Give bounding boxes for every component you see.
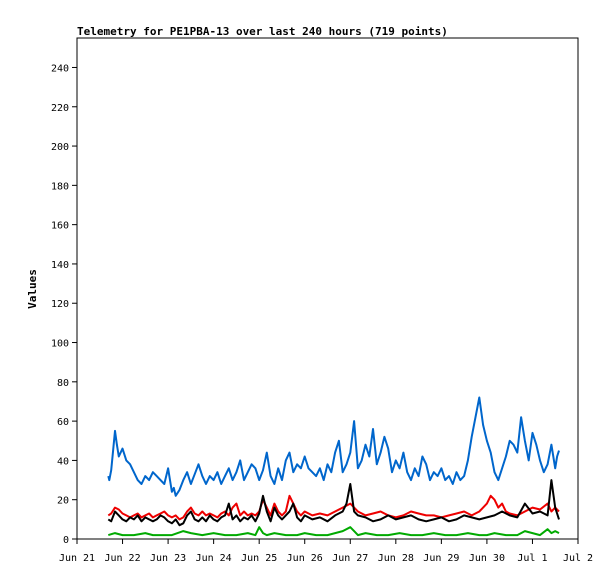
x-tick-label: Jul 2 [563,553,593,564]
x-tick-label: Jun 22 [104,553,140,564]
x-tick-label: Jun 27 [332,553,368,564]
series-line-2 [107,494,560,521]
x-tick-label: Jun 28 [378,553,414,564]
y-axis-label: Values [26,269,39,309]
y-tick-label: 120 [51,299,69,310]
x-axis: Jun 21 Jun 22 Jun 23 Jun 24 Jun 25 Jun 26 Jun … [59,539,593,564]
y-tick-label: 20 [57,496,69,507]
y-axis: 0 20 40 60 80 100 120 140 160 180 200 220 240 [51,63,77,546]
x-tick-label: Jun 30 [469,553,505,564]
x-tick-label: Jun 23 [150,553,186,564]
y-tick-label: 220 [51,103,69,114]
x-tick-label: Jun 24 [196,553,232,564]
y-tick-label: 40 [57,456,69,467]
y-tick-label: 140 [51,260,69,271]
x-tick-label: Jul 1 [517,553,547,564]
y-tick-label: 100 [51,339,69,350]
y-tick-label: 180 [51,181,69,192]
x-tick-label: Jun 26 [287,553,323,564]
series-line-1 [107,396,560,497]
y-tick-label: 200 [51,142,69,153]
y-tick-label: 0 [63,535,69,546]
chart-title: Telemetry for PE1PBA-13 over last 240 ho… [77,25,448,38]
y-tick-label: 240 [51,63,69,74]
y-tick-label: 60 [57,417,69,428]
series-line-4 [108,526,560,537]
x-tick-label: Jun 25 [241,553,277,564]
x-tick-label: Jun 29 [423,553,459,564]
y-tick-label: 160 [51,221,69,232]
y-tick-label: 80 [57,378,69,389]
series-line-3 [107,479,560,527]
x-tick-label: Jun 21 [59,553,95,564]
series-lines [107,396,560,537]
plot-frame [76,37,579,540]
